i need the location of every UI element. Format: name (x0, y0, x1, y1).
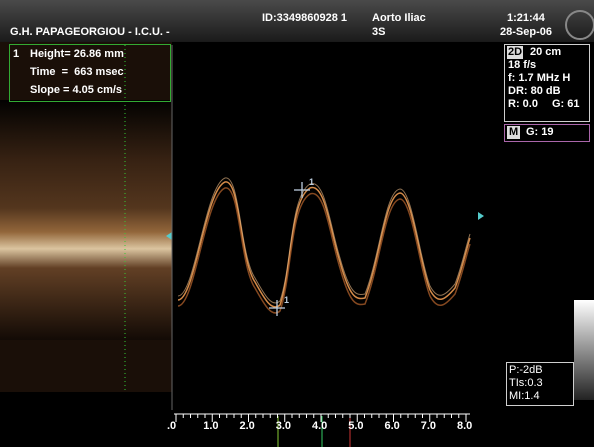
time-label: 6.0 (385, 420, 400, 433)
patient-id: ID:3349860928 1 (262, 12, 347, 25)
time-label: 8.0 (457, 420, 472, 433)
caliper-label: 1 (284, 294, 289, 307)
date: 28-Sep-06 (500, 26, 552, 39)
mode: 2D (507, 46, 523, 59)
time-label: 4.0 (312, 420, 327, 433)
output: P:-2dB (509, 364, 543, 377)
time-label: 2.0 (240, 420, 255, 433)
m-mode: M (507, 126, 520, 139)
measure-index: 1 (13, 48, 19, 61)
caliper-label: 1 (309, 176, 314, 189)
clock: 1:21:44 (507, 12, 545, 25)
time-label: 1.0 (203, 420, 218, 433)
time-label: 3.0 (276, 420, 291, 433)
reject: R: 0.0 (508, 98, 538, 111)
time-label: 5.0 (348, 420, 363, 433)
time-label: 7.0 (421, 420, 436, 433)
waveform (178, 178, 470, 313)
gain: G: 61 (552, 98, 580, 111)
measure-line: Slope = 4.05 cm/s (30, 84, 122, 97)
measure-line: Time = 663 msec (30, 66, 124, 79)
output: MI:1.4 (509, 390, 540, 403)
probe: 3S (372, 26, 385, 39)
grey-bar (574, 300, 594, 400)
ultrasound-screen: G.H. PAPAGEORGIOU - I.C.U. - ID:33498609… (0, 0, 594, 447)
time-label: .0 (167, 420, 176, 433)
depth: 20 cm (530, 46, 561, 59)
setting: DR: 80 dB (508, 85, 561, 98)
setting: 18 f/s (508, 59, 536, 72)
setting: f: 1.7 MHz H (508, 72, 570, 85)
operator: G.H. PAPAGEORGIOU - I.C.U. - (10, 26, 170, 39)
output: TIs:0.3 (509, 377, 543, 390)
measure-line: Height= 26.86 mm (30, 48, 124, 61)
preset: Aorto Iliac (372, 12, 426, 25)
m-gain: G: 19 (526, 126, 554, 139)
vessel-wall (0, 100, 172, 340)
marker (478, 212, 484, 220)
